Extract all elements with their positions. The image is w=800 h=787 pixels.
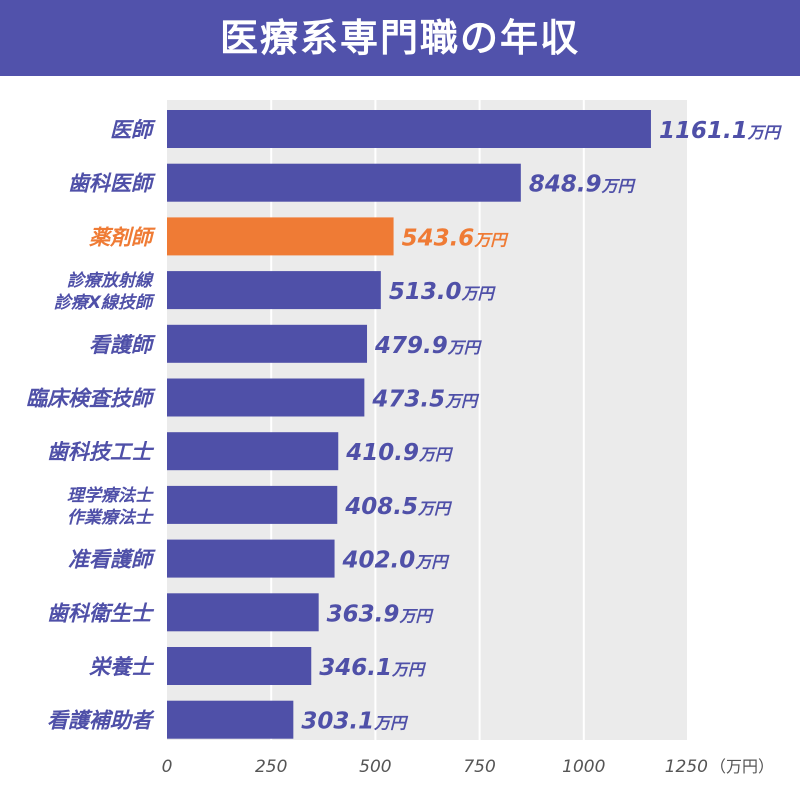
bar bbox=[167, 700, 294, 739]
data-label-unit: 万円 bbox=[447, 338, 483, 357]
bar bbox=[167, 110, 651, 148]
x-axis-unit-label: （万円） bbox=[710, 757, 774, 776]
tick-label: 0 bbox=[162, 757, 173, 777]
bar bbox=[167, 593, 319, 632]
plot-background bbox=[167, 100, 688, 740]
category-label: 診療放射線 bbox=[67, 271, 154, 291]
tick-label: 750 bbox=[463, 757, 495, 777]
category-label: 歯科医師 bbox=[68, 172, 156, 196]
bar bbox=[167, 163, 521, 202]
category-label: 作業療法士 bbox=[67, 508, 154, 528]
category-label: 診療X線技師 bbox=[54, 293, 156, 313]
data-label: 1161.1万円 bbox=[659, 118, 783, 144]
category-label: 医師 bbox=[110, 118, 156, 142]
data-label: 543.6万円 bbox=[402, 225, 510, 251]
data-label: 848.9万円 bbox=[529, 172, 637, 198]
data-label-unit: 万円 bbox=[417, 499, 453, 518]
data-label-unit: 万円 bbox=[414, 553, 450, 572]
bar bbox=[167, 432, 339, 471]
data-label-unit: 万円 bbox=[373, 714, 409, 733]
x-axis-ticks: 0 250 500 750 1000 1250 （万円） bbox=[162, 757, 774, 777]
bar bbox=[167, 378, 365, 417]
data-label-unit: 万円 bbox=[444, 392, 480, 411]
data-label: 303.1万円 bbox=[301, 709, 409, 735]
category-label: 栄養士 bbox=[89, 655, 155, 679]
data-label-value: 479.9 bbox=[374, 333, 448, 359]
category-label: 看護補助者 bbox=[47, 709, 155, 733]
category-label: 歯科衛生士 bbox=[47, 601, 155, 625]
bar bbox=[167, 647, 312, 685]
data-label: 408.5万円 bbox=[344, 494, 453, 520]
tick-label: 250 bbox=[255, 757, 287, 777]
tick-label: 1250 bbox=[665, 757, 708, 777]
data-label-value: 303.1 bbox=[301, 709, 374, 735]
page-title: 医療系専門職の年収 bbox=[219, 16, 580, 60]
tick-label: 500 bbox=[359, 757, 391, 777]
category-label: 歯科技工士 bbox=[47, 440, 155, 464]
data-label-value: 543.6 bbox=[402, 225, 475, 251]
category-label: 准看護師 bbox=[68, 548, 156, 572]
data-label-unit: 万円 bbox=[398, 606, 434, 625]
data-label-unit: 万円 bbox=[747, 123, 783, 142]
category-label: 看護師 bbox=[89, 333, 156, 357]
data-label: 473.5万円 bbox=[371, 387, 480, 413]
category-labels: 医師歯科医師薬剤師診療放射線診療X線技師看護師臨床検査技師歯科技工士理学療法士作… bbox=[26, 118, 156, 733]
title-bar bbox=[0, 0, 800, 76]
data-label-unit: 万円 bbox=[461, 284, 497, 303]
data-label-unit: 万円 bbox=[601, 177, 637, 196]
data-label-unit: 万円 bbox=[418, 445, 454, 464]
data-label-value: 473.5 bbox=[371, 387, 445, 413]
data-label-value: 848.9 bbox=[529, 172, 602, 198]
bar bbox=[167, 271, 381, 310]
data-label-value: 513.0 bbox=[389, 279, 462, 305]
data-label-value: 402.0 bbox=[342, 548, 416, 574]
data-label-value: 346.1 bbox=[319, 655, 392, 681]
bar bbox=[167, 324, 368, 363]
tick-label: 1000 bbox=[562, 757, 605, 777]
category-label: 薬剤師 bbox=[89, 225, 156, 249]
data-label: 479.9万円 bbox=[374, 333, 483, 359]
bar bbox=[167, 217, 394, 256]
data-label-value: 408.5 bbox=[344, 494, 418, 520]
value-labels: 1161.1万円848.9万円543.6万円513.0万円479.9万円473.… bbox=[301, 118, 782, 735]
data-label: 410.9万円 bbox=[345, 440, 454, 466]
bar bbox=[167, 539, 335, 578]
data-label: 513.0万円 bbox=[389, 279, 497, 305]
gridlines bbox=[270, 100, 689, 740]
data-label: 363.9万円 bbox=[327, 601, 435, 627]
bar bbox=[167, 485, 338, 524]
data-label: 346.1万円 bbox=[319, 655, 427, 681]
category-label: 理学療法士 bbox=[67, 486, 154, 506]
data-label: 402.0万円 bbox=[342, 548, 451, 574]
data-label-value: 363.9 bbox=[327, 601, 400, 627]
data-label-unit: 万円 bbox=[391, 660, 427, 679]
data-label-value: 1161.1 bbox=[659, 118, 748, 144]
category-label: 臨床検査技師 bbox=[26, 387, 156, 411]
bars bbox=[167, 110, 651, 739]
data-label-unit: 万円 bbox=[473, 230, 509, 249]
data-label-value: 410.9 bbox=[345, 440, 419, 466]
